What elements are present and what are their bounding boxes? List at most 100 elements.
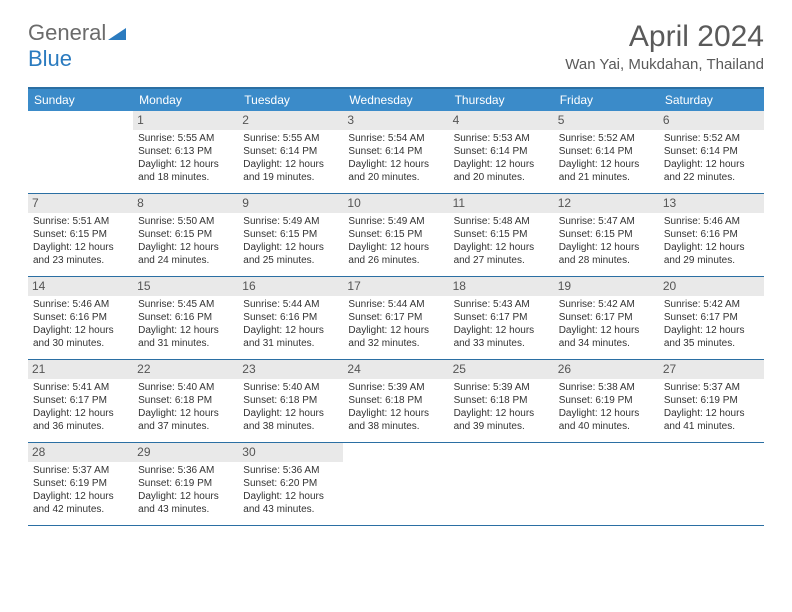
calendar-cell: 6Sunrise: 5:52 AMSunset: 6:14 PMDaylight…	[659, 111, 764, 193]
sunset-line: Sunset: 6:15 PM	[348, 229, 443, 242]
day-number: 19	[554, 277, 659, 296]
calendar-cell: 10Sunrise: 5:49 AMSunset: 6:15 PMDayligh…	[343, 194, 448, 276]
daylight-line: Daylight: 12 hours and 18 minutes.	[138, 159, 233, 185]
sunset-line: Sunset: 6:16 PM	[33, 312, 128, 325]
weekday-label: Wednesday	[343, 89, 448, 111]
daylight-line: Daylight: 12 hours and 38 minutes.	[243, 408, 338, 434]
daylight-line: Daylight: 12 hours and 20 minutes.	[348, 159, 443, 185]
sunset-line: Sunset: 6:15 PM	[138, 229, 233, 242]
day-number: 23	[238, 360, 343, 379]
sunrise-line: Sunrise: 5:53 AM	[454, 133, 549, 146]
daylight-line: Daylight: 12 hours and 22 minutes.	[664, 159, 759, 185]
daylight-line: Daylight: 12 hours and 31 minutes.	[138, 325, 233, 351]
daylight-line: Daylight: 12 hours and 34 minutes.	[559, 325, 654, 351]
day-number: 16	[238, 277, 343, 296]
day-number: 14	[28, 277, 133, 296]
logo: General Blue	[28, 20, 126, 72]
calendar-week: 1Sunrise: 5:55 AMSunset: 6:13 PMDaylight…	[28, 111, 764, 194]
weekday-label: Tuesday	[238, 89, 343, 111]
day-number: 28	[28, 443, 133, 462]
calendar-cell: 23Sunrise: 5:40 AMSunset: 6:18 PMDayligh…	[238, 360, 343, 442]
sunrise-line: Sunrise: 5:52 AM	[559, 133, 654, 146]
daylight-line: Daylight: 12 hours and 41 minutes.	[664, 408, 759, 434]
day-number: 18	[449, 277, 554, 296]
day-number: 1	[133, 111, 238, 130]
sunset-line: Sunset: 6:17 PM	[664, 312, 759, 325]
calendar-cell: 18 Sunrise: 5:43 AMSunset: 6:17 PMDayligh…	[449, 277, 554, 359]
sunrise-line: Sunrise: 5:41 AM	[33, 382, 128, 395]
logo-blue: Blue	[28, 46, 72, 71]
logo-text: General Blue	[28, 20, 126, 72]
day-number: 30	[238, 443, 343, 462]
daylight-line: Daylight: 12 hours and 19 minutes.	[243, 159, 338, 185]
daylight-line: Daylight: 12 hours and 32 minutes.	[348, 325, 443, 351]
calendar-cell: 14Sunrise: 5:46 AMSunset: 6:16 PMDayligh…	[28, 277, 133, 359]
day-number: 27	[659, 360, 764, 379]
daylight-line: Daylight: 12 hours and 26 minutes.	[348, 242, 443, 268]
calendar-cell	[343, 443, 448, 525]
sunset-line: Sunset: 6:16 PM	[664, 229, 759, 242]
sunrise-line: Sunrise: 5:38 AM	[559, 382, 654, 395]
sunrise-line: Sunrise: 5:37 AM	[664, 382, 759, 395]
sunset-line: Sunset: 6:15 PM	[243, 229, 338, 242]
daylight-line: Daylight: 12 hours and 35 minutes.	[664, 325, 759, 351]
daylight-line: Daylight: 12 hours and 38 minutes.	[348, 408, 443, 434]
calendar-cell: 17Sunrise: 5:44 AMSunset: 6:17 PMDayligh…	[343, 277, 448, 359]
sunset-line: Sunset: 6:17 PM	[559, 312, 654, 325]
sunrise-line: Sunrise: 5:44 AM	[243, 299, 338, 312]
calendar-cell	[659, 443, 764, 525]
sunset-line: Sunset: 6:18 PM	[348, 395, 443, 408]
calendar-cell: 5Sunrise: 5:52 AMSunset: 6:14 PMDaylight…	[554, 111, 659, 193]
day-number: 12	[554, 194, 659, 213]
calendar-cell	[554, 443, 659, 525]
weekday-header: SundayMondayTuesdayWednesdayThursdayFrid…	[28, 89, 764, 111]
calendar-cell: 11Sunrise: 5:48 AMSunset: 6:15 PMDayligh…	[449, 194, 554, 276]
sunset-line: Sunset: 6:14 PM	[454, 146, 549, 159]
sunrise-line: Sunrise: 5:39 AM	[348, 382, 443, 395]
calendar-cell: 15Sunrise: 5:45 AMSunset: 6:16 PMDayligh…	[133, 277, 238, 359]
day-number: 13	[659, 194, 764, 213]
calendar-cell: 3Sunrise: 5:54 AMSunset: 6:14 PMDaylight…	[343, 111, 448, 193]
sunrise-line: Sunrise: 5:48 AM	[454, 216, 549, 229]
day-number: 15	[133, 277, 238, 296]
calendar-week: 21Sunrise: 5:41 AMSunset: 6:17 PMDayligh…	[28, 360, 764, 443]
sunrise-line: Sunrise: 5:47 AM	[559, 216, 654, 229]
daylight-line: Daylight: 12 hours and 25 minutes.	[243, 242, 338, 268]
calendar-cell: 8Sunrise: 5:50 AMSunset: 6:15 PMDaylight…	[133, 194, 238, 276]
daylight-line: Daylight: 12 hours and 43 minutes.	[243, 491, 338, 517]
sunrise-line: Sunrise: 5:36 AM	[243, 465, 338, 478]
daylight-line: Daylight: 12 hours and 30 minutes.	[33, 325, 128, 351]
sunrise-line: Sunrise: 5:55 AM	[138, 133, 233, 146]
sunset-line: Sunset: 6:14 PM	[559, 146, 654, 159]
daylight-line: Daylight: 12 hours and 36 minutes.	[33, 408, 128, 434]
daylight-line: Daylight: 12 hours and 33 minutes.	[454, 325, 549, 351]
day-number: 26	[554, 360, 659, 379]
sunrise-line: Sunrise: 5:46 AM	[664, 216, 759, 229]
sunrise-line: Sunrise: 5:43 AM	[454, 299, 549, 312]
calendar-cell: 20Sunrise: 5:42 AMSunset: 6:17 PMDayligh…	[659, 277, 764, 359]
sunrise-line: Sunrise: 5:37 AM	[33, 465, 128, 478]
sunset-line: Sunset: 6:17 PM	[454, 312, 549, 325]
day-number: 8	[133, 194, 238, 213]
calendar: SundayMondayTuesdayWednesdayThursdayFrid…	[28, 87, 764, 526]
daylight-line: Daylight: 12 hours and 40 minutes.	[559, 408, 654, 434]
sunrise-line: Sunrise: 5:40 AM	[243, 382, 338, 395]
calendar-cell: 1Sunrise: 5:55 AMSunset: 6:13 PMDaylight…	[133, 111, 238, 193]
day-number: 20	[659, 277, 764, 296]
sunset-line: Sunset: 6:20 PM	[243, 478, 338, 491]
calendar-cell: 22Sunrise: 5:40 AMSunset: 6:18 PMDayligh…	[133, 360, 238, 442]
calendar-cell: 16Sunrise: 5:44 AMSunset: 6:16 PMDayligh…	[238, 277, 343, 359]
calendar-cell: 27 Sunrise: 5:37 AMSunset: 6:19 PMDayligh…	[659, 360, 764, 442]
sunrise-line: Sunrise: 5:39 AM	[454, 382, 549, 395]
calendar-cell: 13Sunrise: 5:46 AMSunset: 6:16 PMDayligh…	[659, 194, 764, 276]
sunset-line: Sunset: 6:17 PM	[348, 312, 443, 325]
daylight-line: Daylight: 12 hours and 21 minutes.	[559, 159, 654, 185]
daylight-line: Daylight: 12 hours and 27 minutes.	[454, 242, 549, 268]
sunset-line: Sunset: 6:19 PM	[664, 395, 759, 408]
sunset-line: Sunset: 6:19 PM	[559, 395, 654, 408]
weekday-label: Saturday	[659, 89, 764, 111]
weekday-label: Sunday	[28, 89, 133, 111]
sunrise-line: Sunrise: 5:42 AM	[559, 299, 654, 312]
day-number: 3	[343, 111, 448, 130]
calendar-cell: 30 Sunrise: 5:36 AMSunset: 6:20 PMDayligh…	[238, 443, 343, 525]
